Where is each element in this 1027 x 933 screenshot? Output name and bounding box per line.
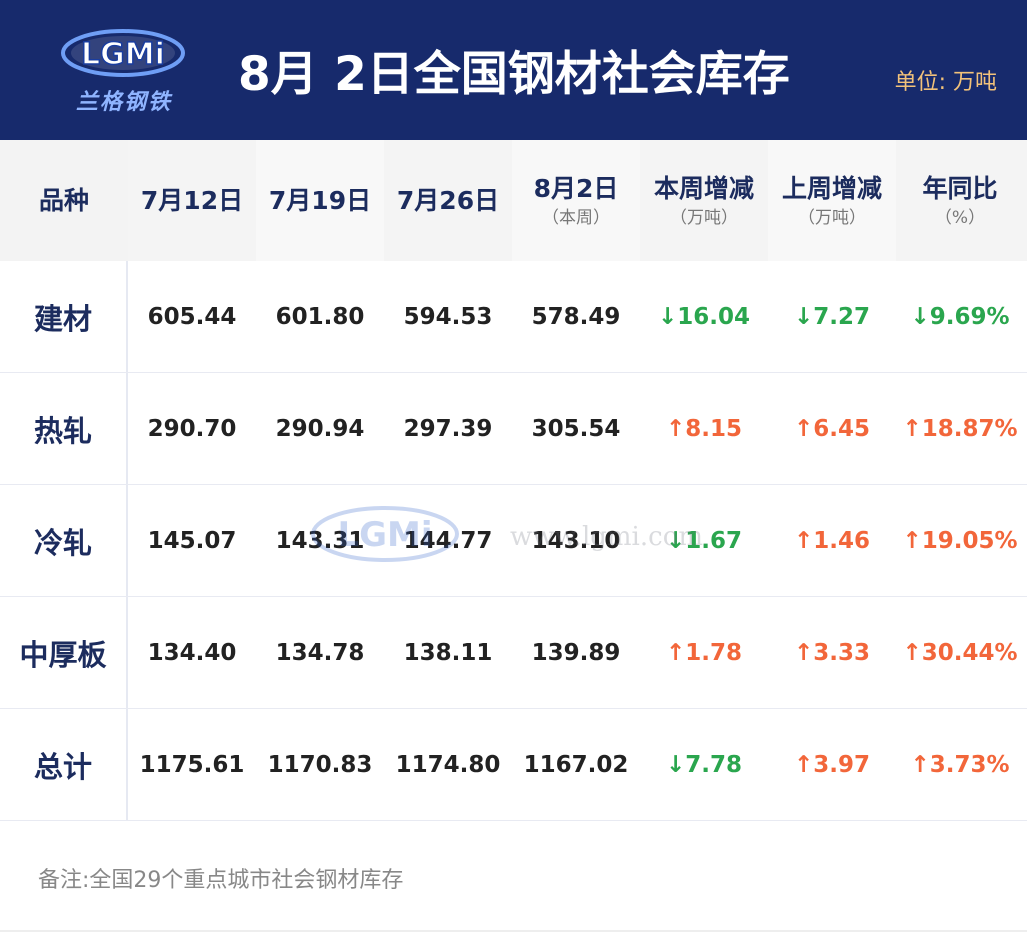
header-cell-last-week-change: 上周增减 （万吨） <box>768 140 896 261</box>
last-week-change-cell: ↑6.45 <box>793 415 871 442</box>
watermark-text: www.lgmi.com <box>510 522 704 552</box>
header-banner: LGMi 兰格钢铁 8月 2日全国钢材社会库存 单位: 万吨 <box>0 0 1027 140</box>
week-change-cell: ↓16.04 <box>657 303 751 330</box>
value-cell: 145.07 <box>147 527 237 554</box>
logo-text: LGMi <box>81 37 165 72</box>
last-week-change-cell: ↑1.46 <box>793 527 871 554</box>
last-week-change-cell: ↓7.27 <box>793 303 871 330</box>
yoy-cell: ↑19.05% <box>902 527 1018 554</box>
value-cell: 134.78 <box>275 639 365 666</box>
value-cell: 594.53 <box>403 303 493 330</box>
variety-name: 建材 <box>0 261 128 372</box>
header-cell-date-3: 7月26日 <box>396 185 500 215</box>
value-cell: 1174.80 <box>395 751 501 778</box>
value-cell: 144.77 <box>403 527 493 554</box>
header-cell-week-change: 本周增减 （万吨） <box>653 173 754 228</box>
value-cell: 143.10 <box>531 527 621 554</box>
lgmi-logo: LGMi 兰格钢铁 <box>58 26 188 118</box>
watermark: LGMi www.lgmi.com <box>305 500 725 580</box>
table-row: 总计 1175.61 1170.83 1174.80 1167.02 ↓7.78… <box>0 709 1027 821</box>
yoy-cell: ↑30.44% <box>902 639 1018 666</box>
logo-subtitle: 兰格钢铁 <box>75 89 172 115</box>
value-cell: 1175.61 <box>139 751 245 778</box>
value-cell: 134.40 <box>147 639 237 666</box>
variety-name: 中厚板 <box>0 597 128 708</box>
table-row: 冷轧 145.07 143.31 144.77 143.10 ↓1.67 ↑1.… <box>0 485 1027 597</box>
page-title: 8月 2日全国钢材社会库存 <box>238 47 790 102</box>
value-cell: 605.44 <box>147 303 237 330</box>
week-change-cell: ↑1.78 <box>665 639 743 666</box>
footnote: 备注:全国29个重点城市社会钢材库存 <box>38 868 404 893</box>
variety-name: 总计 <box>0 709 128 820</box>
unit-label: 单位: 万吨 <box>894 70 997 95</box>
header-cell-yoy: 年同比 （%） <box>922 173 998 228</box>
table-row: 建材 605.44 601.80 594.53 578.49 ↓16.04 ↓7… <box>0 261 1027 373</box>
inventory-table: 品种 7月12日 7月19日 7月26日 8月2日 （本周） 本周增减 （万吨）… <box>0 140 1027 821</box>
table-row: 中厚板 134.40 134.78 138.11 139.89 ↑1.78 ↑3… <box>0 597 1027 709</box>
last-week-change-cell: ↑3.97 <box>793 751 871 778</box>
value-cell: 290.94 <box>275 415 365 442</box>
table-row: 热轧 290.70 290.94 297.39 305.54 ↑8.15 ↑6.… <box>0 373 1027 485</box>
value-cell: 139.89 <box>531 639 621 666</box>
value-cell: 1167.02 <box>523 751 629 778</box>
header-cell-date-2: 7月19日 <box>256 140 384 261</box>
header-cell-variety: 品种 <box>0 140 128 261</box>
variety-name: 冷轧 <box>0 485 128 596</box>
table-header-row: 品种 7月12日 7月19日 7月26日 8月2日 （本周） 本周增减 （万吨）… <box>0 140 1027 261</box>
divider <box>0 930 1027 932</box>
value-cell: 297.39 <box>403 415 493 442</box>
variety-name: 热轧 <box>0 373 128 484</box>
week-change-cell: ↓1.67 <box>665 527 743 554</box>
week-change-cell: ↑8.15 <box>665 415 743 442</box>
header-cell-date-1: 7月12日 <box>140 185 244 215</box>
value-cell: 305.54 <box>531 415 621 442</box>
value-cell: 138.11 <box>403 639 493 666</box>
value-cell: 290.70 <box>147 415 237 442</box>
value-cell: 1170.83 <box>267 751 373 778</box>
watermark-logo-text: LGMi <box>337 515 432 555</box>
last-week-change-cell: ↑3.33 <box>793 639 871 666</box>
yoy-cell: ↓9.69% <box>910 303 1010 330</box>
yoy-cell: ↑3.73% <box>910 751 1010 778</box>
header-cell-current-week: 8月2日 （本周） <box>512 140 640 261</box>
value-cell: 601.80 <box>275 303 365 330</box>
yoy-cell: ↑18.87% <box>902 415 1018 442</box>
week-change-cell: ↓7.78 <box>665 751 743 778</box>
value-cell: 143.31 <box>275 527 365 554</box>
value-cell: 578.49 <box>531 303 621 330</box>
